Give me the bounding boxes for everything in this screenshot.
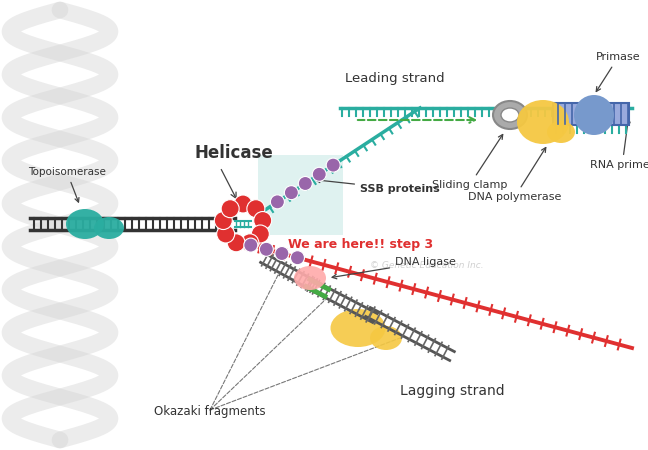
Ellipse shape <box>517 100 569 144</box>
Text: Helicase: Helicase <box>195 144 273 162</box>
Text: DNA polymerase: DNA polymerase <box>468 148 561 202</box>
Circle shape <box>574 95 614 135</box>
Circle shape <box>312 167 326 181</box>
Ellipse shape <box>66 209 104 239</box>
Circle shape <box>241 234 259 252</box>
Circle shape <box>290 251 305 265</box>
Circle shape <box>284 186 298 200</box>
Circle shape <box>270 195 284 209</box>
Ellipse shape <box>547 121 575 143</box>
Text: RNA primer: RNA primer <box>590 118 648 170</box>
Ellipse shape <box>370 326 402 350</box>
Circle shape <box>221 200 239 218</box>
Circle shape <box>227 234 245 252</box>
Circle shape <box>251 225 270 243</box>
Text: DNA ligase: DNA ligase <box>332 257 456 279</box>
Circle shape <box>214 212 232 230</box>
Circle shape <box>275 247 289 261</box>
Ellipse shape <box>330 309 386 347</box>
Ellipse shape <box>501 108 519 122</box>
Circle shape <box>247 200 265 218</box>
Circle shape <box>234 195 252 213</box>
Ellipse shape <box>294 266 326 290</box>
Circle shape <box>298 176 312 190</box>
Circle shape <box>244 238 258 252</box>
FancyBboxPatch shape <box>258 155 343 235</box>
Text: Okazaki fragments: Okazaki fragments <box>154 405 266 418</box>
Text: SSB proteins: SSB proteins <box>316 178 440 194</box>
Text: Leading strand: Leading strand <box>345 72 445 85</box>
Circle shape <box>216 225 235 243</box>
Text: Lagging strand: Lagging strand <box>400 384 505 398</box>
Text: We are here!! step 3: We are here!! step 3 <box>288 238 433 251</box>
Text: © Genetic Education Inc.: © Genetic Education Inc. <box>370 261 483 270</box>
Text: Sliding clamp: Sliding clamp <box>432 135 507 190</box>
Text: Topoisomerase: Topoisomerase <box>28 167 106 202</box>
Circle shape <box>254 212 272 230</box>
Circle shape <box>326 158 340 172</box>
Text: Primase: Primase <box>596 52 641 91</box>
Circle shape <box>259 242 273 256</box>
Ellipse shape <box>493 101 527 129</box>
FancyBboxPatch shape <box>553 103 629 125</box>
Ellipse shape <box>94 217 124 239</box>
